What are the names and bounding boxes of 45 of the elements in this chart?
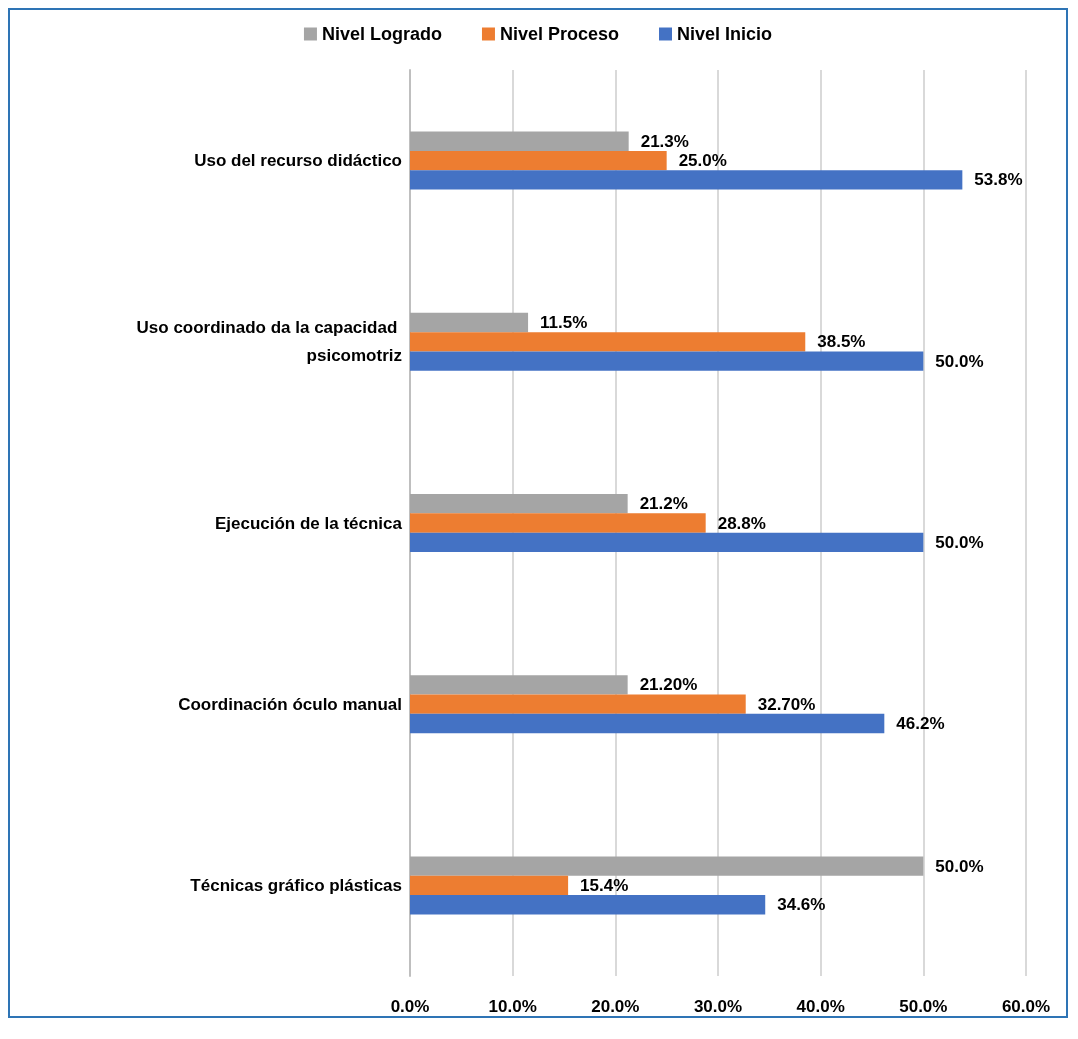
bar bbox=[410, 351, 924, 371]
x-tick-label: 50.0% bbox=[899, 997, 948, 1016]
x-tick-label: 30.0% bbox=[693, 997, 743, 1016]
y-tick-label: Ejecución de la técnica bbox=[214, 513, 403, 533]
x-tick-label: 40.0% bbox=[796, 997, 845, 1016]
data-label: 11.5% bbox=[540, 312, 588, 332]
data-label: 21.20% bbox=[639, 675, 698, 695]
bar bbox=[410, 131, 629, 151]
data-label: 21.2% bbox=[639, 494, 688, 514]
bar bbox=[410, 856, 924, 876]
data-label: 34.6% bbox=[777, 895, 826, 915]
data-label: 50.0% bbox=[935, 532, 984, 552]
x-tick-label: 20.0% bbox=[591, 997, 640, 1016]
data-label: 25.0% bbox=[678, 151, 727, 171]
x-tick-label: 60.0% bbox=[1001, 997, 1051, 1016]
legend-label: Nivel Proceso bbox=[499, 24, 620, 44]
x-tick-label: 0.0% bbox=[390, 997, 430, 1016]
data-label: 53.8% bbox=[974, 170, 1023, 190]
bar bbox=[410, 312, 529, 333]
bar bbox=[410, 494, 628, 514]
data-label: 21.3% bbox=[640, 131, 689, 151]
bar bbox=[410, 694, 746, 714]
bar bbox=[410, 875, 569, 896]
bar bbox=[410, 332, 806, 352]
legend-label: Nivel Inicio bbox=[677, 24, 773, 44]
bar bbox=[410, 150, 667, 171]
y-tick-label: Uso del recurso didáctico bbox=[194, 151, 402, 171]
data-label: 15.4% bbox=[580, 875, 629, 895]
bar bbox=[410, 675, 628, 695]
bar bbox=[410, 713, 885, 734]
data-label: 38.5% bbox=[817, 332, 866, 352]
legend-label: Nivel Logrado bbox=[321, 24, 442, 44]
bar bbox=[410, 532, 924, 552]
y-tick-label: Coordinación óculo manual bbox=[178, 694, 402, 714]
bar bbox=[410, 170, 963, 190]
bar bbox=[410, 895, 766, 915]
data-label: 50.0% bbox=[935, 351, 984, 371]
data-label: 46.2% bbox=[896, 714, 945, 734]
y-tick-label: Técnicas gráfico plásticas bbox=[190, 875, 402, 895]
x-tick-label: 10.0% bbox=[488, 997, 537, 1016]
bar bbox=[410, 513, 706, 533]
data-label: 32.70% bbox=[757, 694, 816, 714]
data-label: 50.0% bbox=[935, 856, 984, 876]
y-tick-label: Uso coordinado da la capacidad psicomotriz bbox=[136, 318, 402, 366]
data-label: 28.8% bbox=[717, 513, 766, 533]
